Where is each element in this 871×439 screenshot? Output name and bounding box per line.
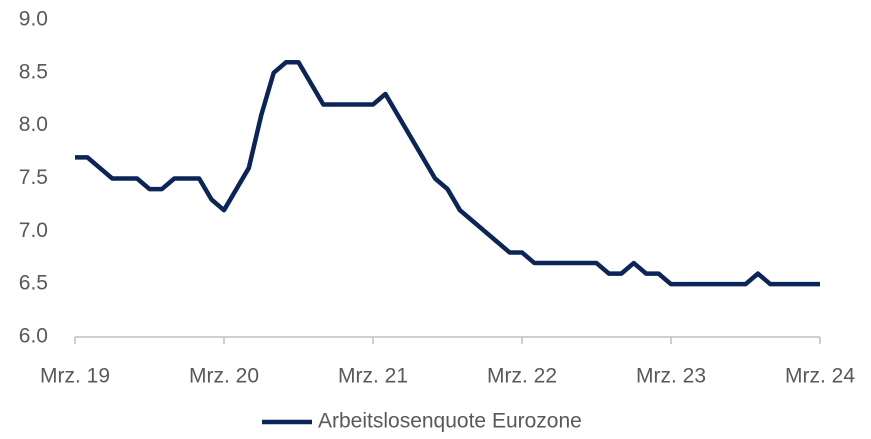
y-tick-label: 8.0 xyxy=(19,113,48,136)
y-tick-label: 8.5 xyxy=(19,60,48,83)
data-line xyxy=(75,60,820,287)
y-tick-label: 9.0 xyxy=(19,8,48,31)
x-tick-label: Mrz. 20 xyxy=(189,365,259,388)
y-tick-label: 6.5 xyxy=(19,272,48,295)
y-tick-label: 6.0 xyxy=(19,325,48,348)
x-tick-label: Mrz. 23 xyxy=(636,365,706,388)
x-tick-label: Mrz. 22 xyxy=(487,365,557,388)
x-tick-label: Mrz. 19 xyxy=(40,365,110,388)
legend-label: Arbeitslosenquote Eurozone xyxy=(318,410,582,433)
x-tick-label: Mrz. 24 xyxy=(785,365,855,388)
y-tick-label: 7.0 xyxy=(19,219,48,242)
y-tick-label: 7.5 xyxy=(19,166,48,189)
x-tick-label: Mrz. 21 xyxy=(338,365,408,388)
